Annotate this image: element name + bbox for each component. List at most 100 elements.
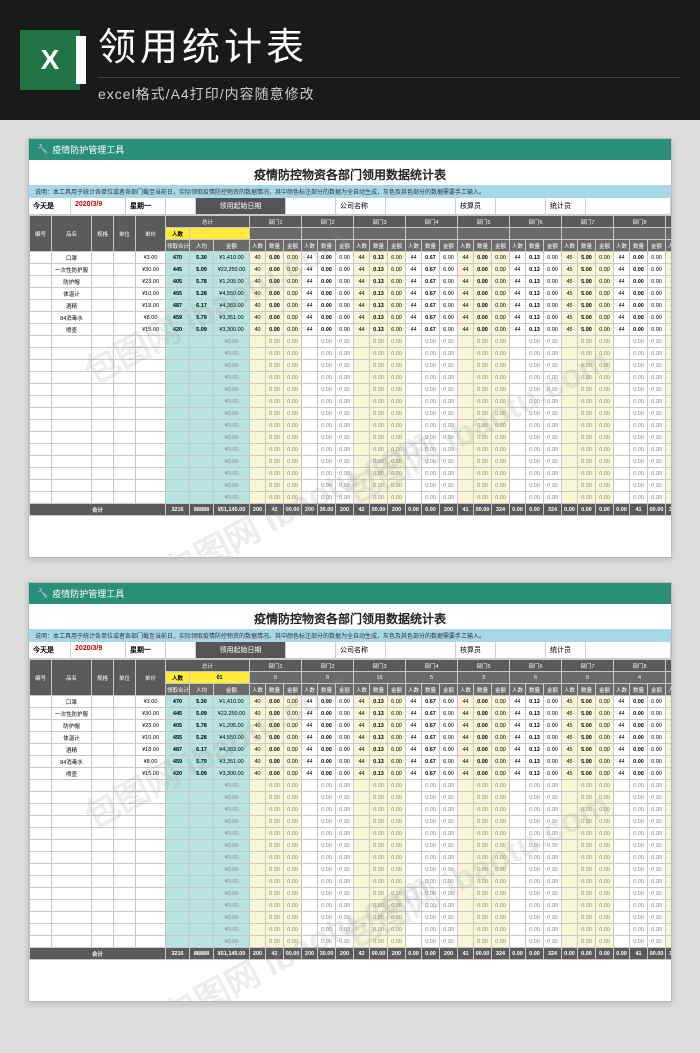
dept-cell: 6.00 bbox=[388, 696, 406, 708]
dept-cell: 44 bbox=[510, 696, 526, 708]
table-wrap: 编号品名规格单位单价总计部门1部门2部门3部门4部门5部门6部门7部门8部门9部… bbox=[29, 659, 671, 960]
dept-sub-header: 5 bbox=[562, 672, 614, 684]
dept-cell: 44 bbox=[302, 264, 318, 276]
dept-cell: 44 bbox=[406, 324, 422, 336]
dept-cell: 0.00 bbox=[284, 276, 302, 288]
dept-cell: 0.13 bbox=[370, 324, 388, 336]
dept-header: 部门9 bbox=[666, 216, 672, 228]
info-row: 今天是 2020/3/9 星期一 领用起始日期 公司名称 核算员 统计员 bbox=[29, 198, 671, 215]
table-row-empty: ¥0.000.000.000.000.000.000.000.000.000.0… bbox=[30, 444, 672, 456]
footer-cell: 324 bbox=[544, 504, 562, 516]
dept-cell: 0.13 bbox=[370, 756, 388, 768]
table-row: 防护帽¥23.004055.78¥1,205.00400.000.00440.0… bbox=[30, 720, 672, 732]
dept-sub-header: 3 bbox=[458, 672, 510, 684]
cell-unit bbox=[114, 768, 136, 780]
preview-area: 🔧疫情防护管理工具疫情防控物资各部门领用数据统计表说明：本工具用于统计各单位或者… bbox=[0, 120, 700, 1020]
dept-cell: 44 bbox=[406, 288, 422, 300]
dept-cell: 5.00 bbox=[578, 732, 596, 744]
today-label: 今天是 bbox=[29, 642, 71, 658]
footer-cell: 0.00 bbox=[578, 948, 596, 960]
cell-unit bbox=[114, 708, 136, 720]
cell-price: ¥10.00 bbox=[136, 732, 166, 744]
dept-cell: 0.00 bbox=[336, 756, 354, 768]
dept-cell: 0.13 bbox=[526, 744, 544, 756]
dept-col-sub: 人数 bbox=[302, 240, 318, 252]
cell-avg: 5.79 bbox=[190, 312, 214, 324]
dept-col-sub: 数量 bbox=[526, 240, 544, 252]
dept-cell: 44 bbox=[614, 756, 630, 768]
cell-name: 体温计 bbox=[52, 732, 92, 744]
footer-cell: 0.00 bbox=[614, 948, 630, 960]
cell-unit bbox=[114, 696, 136, 708]
dept-cell: 0.00 bbox=[596, 276, 614, 288]
footer-cell: 41 bbox=[458, 948, 474, 960]
dept-cell: 44 bbox=[510, 276, 526, 288]
dept-col-sub: 数量 bbox=[630, 240, 648, 252]
dept-cell: 0.00 bbox=[318, 324, 336, 336]
dept-cell: 44 bbox=[666, 312, 672, 324]
sheet-tool-header: 🔧疫情防护管理工具 bbox=[29, 583, 671, 604]
dept-header: 部门9 bbox=[666, 660, 672, 672]
dept-cell: 44 bbox=[458, 264, 474, 276]
cell-qty: 455 bbox=[166, 288, 190, 300]
dept-cell: 0.00 bbox=[492, 708, 510, 720]
cell-qty: 405 bbox=[166, 720, 190, 732]
cell-qty: 470 bbox=[166, 252, 190, 264]
dept-cell: 0.13 bbox=[370, 732, 388, 744]
dept-cell: 0.00 bbox=[318, 756, 336, 768]
dept-sub-header: 15 bbox=[354, 672, 406, 684]
table-row-empty: ¥0.000.000.000.000.000.000.000.000.000.0… bbox=[30, 816, 672, 828]
dept-cell: 0.00 bbox=[284, 720, 302, 732]
cell-amt: ¥3,300.00 bbox=[214, 768, 250, 780]
cell-spec bbox=[92, 708, 114, 720]
cell-spec bbox=[92, 264, 114, 276]
dept-cell: 0.13 bbox=[526, 264, 544, 276]
dept-cell: 0.00 bbox=[266, 264, 284, 276]
dept-cell: 5.00 bbox=[578, 312, 596, 324]
cell-price: ¥3.00 bbox=[136, 252, 166, 264]
dept-cell: 44 bbox=[510, 300, 526, 312]
dept-cell: 0.00 bbox=[544, 744, 562, 756]
cell-name: 酒精 bbox=[52, 300, 92, 312]
dept-cell: 44 bbox=[458, 300, 474, 312]
sub-header: 人均 bbox=[190, 684, 214, 696]
sub-header: 领取合计 bbox=[166, 684, 190, 696]
dept-cell: 0.00 bbox=[474, 276, 492, 288]
dept-cell: 0.00 bbox=[544, 324, 562, 336]
dept-col-sub: 金额 bbox=[596, 684, 614, 696]
cell-spec bbox=[92, 276, 114, 288]
cell-amt: ¥4,383.00 bbox=[214, 300, 250, 312]
dept-col-sub: 人数 bbox=[302, 684, 318, 696]
dept-cell: 6.00 bbox=[388, 768, 406, 780]
table-row-empty: ¥0.000.000.000.000.000.000.000.000.000.0… bbox=[30, 876, 672, 888]
dept-col-sub: 数量 bbox=[526, 684, 544, 696]
cell-spec bbox=[92, 324, 114, 336]
dept-cell: 0.00 bbox=[596, 708, 614, 720]
table-row-empty: ¥0.000.000.000.000.000.000.000.000.000.0… bbox=[30, 372, 672, 384]
today-label: 今天是 bbox=[29, 198, 71, 214]
dept-header: 部门1 bbox=[250, 660, 302, 672]
dept-sub-header bbox=[406, 228, 458, 240]
table-row: 84消毒水¥8.004595.79¥3,351.00400.000.00440.… bbox=[30, 312, 672, 324]
dept-cell: 45 bbox=[562, 732, 578, 744]
dept-cell: 0.00 bbox=[318, 252, 336, 264]
dept-cell: 44 bbox=[406, 768, 422, 780]
dept-cell: 44 bbox=[510, 732, 526, 744]
dept-cell: 40 bbox=[250, 696, 266, 708]
stat-label: 统计员 bbox=[546, 198, 586, 214]
dept-cell: 0.00 bbox=[596, 300, 614, 312]
dept-cell: 44 bbox=[614, 768, 630, 780]
dept-cell: 0.67 bbox=[422, 312, 440, 324]
cell-avg: 5.79 bbox=[190, 756, 214, 768]
dept-cell: 0.00 bbox=[492, 288, 510, 300]
dept-col-sub: 金额 bbox=[336, 684, 354, 696]
dept-cell: 44 bbox=[614, 288, 630, 300]
dept-cell: 44 bbox=[406, 276, 422, 288]
dept-cell: 6.00 bbox=[388, 252, 406, 264]
dept-col-sub: 数量 bbox=[578, 684, 596, 696]
dept-cell: 0.13 bbox=[526, 756, 544, 768]
dept-col-sub: 人数 bbox=[406, 684, 422, 696]
col-header: 品名 bbox=[52, 216, 92, 252]
footer-cell: 00.00 bbox=[370, 948, 388, 960]
footer-cell: 00.00 bbox=[284, 504, 302, 516]
